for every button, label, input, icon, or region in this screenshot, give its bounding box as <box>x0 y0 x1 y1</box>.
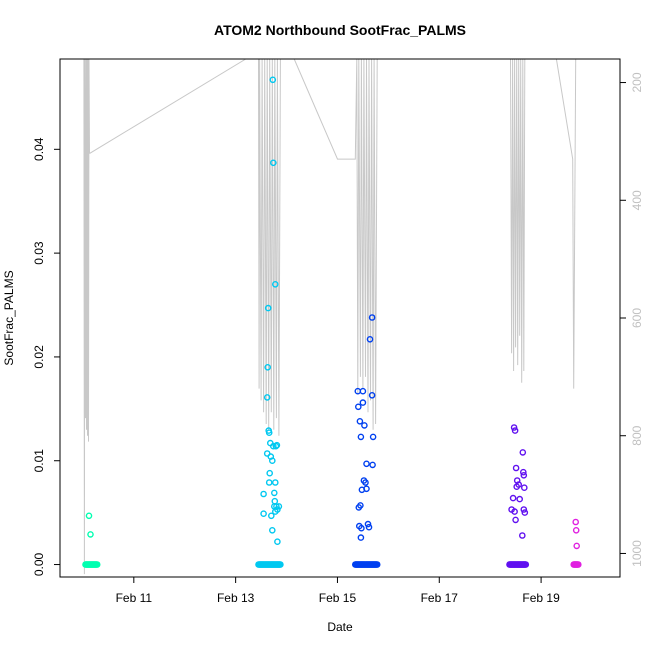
data-point <box>264 363 272 371</box>
data-point <box>270 489 278 497</box>
data-point <box>512 464 520 472</box>
data-point <box>361 422 368 429</box>
data-point <box>363 485 370 493</box>
data-point <box>573 542 581 550</box>
data-point <box>265 479 273 486</box>
altitude-trace <box>83 58 577 575</box>
data-point <box>272 442 280 450</box>
y-tick-label: 0.03 <box>32 241 46 265</box>
data-point <box>521 509 529 516</box>
y-axis: 0.00 0.01 0.02 0.03 0.04 <box>32 137 60 576</box>
data-point <box>271 280 279 288</box>
data-point <box>354 403 362 411</box>
data-point <box>572 527 580 534</box>
y-axis-label: SootFrac_PALMS <box>2 270 16 365</box>
zero-point <box>277 561 284 568</box>
data-point <box>369 433 377 441</box>
data-point <box>357 502 364 509</box>
data-point <box>520 471 528 479</box>
data-point <box>511 508 518 515</box>
zero-point <box>575 561 582 568</box>
data-points <box>82 76 582 568</box>
data-point <box>362 479 369 486</box>
data-point <box>267 512 275 520</box>
data-point <box>268 527 276 534</box>
y-tick-label: 0.04 <box>32 137 46 161</box>
data-point <box>359 387 367 395</box>
x-tick-label: Feb 19 <box>522 591 560 605</box>
data-point <box>509 494 517 502</box>
data-point <box>266 469 274 477</box>
data-point <box>368 314 376 321</box>
y-tick-label: 0.00 <box>32 552 46 576</box>
data-point <box>85 512 93 520</box>
data-point <box>519 532 526 539</box>
data-point <box>365 523 373 531</box>
data-point <box>516 495 524 503</box>
x-tick-label: Feb 13 <box>217 591 255 605</box>
data-point <box>273 441 281 449</box>
data-point <box>268 457 276 465</box>
plot-frame <box>59 58 621 578</box>
right-tick-label: 800 <box>630 425 644 445</box>
x-tick-label: Feb 17 <box>421 591 459 605</box>
y-tick-label: 0.02 <box>32 345 46 369</box>
zero-point <box>373 561 381 568</box>
data-point <box>510 424 518 431</box>
zero-point <box>93 561 101 568</box>
x-axis-label: Date <box>327 620 353 634</box>
data-point <box>512 516 519 524</box>
x-tick-label: Feb 15 <box>319 591 357 605</box>
data-point <box>275 503 283 510</box>
chart-title: ATOM2 Northbound SootFrac_PALMS <box>214 22 466 38</box>
data-point <box>521 484 528 492</box>
data-point <box>265 429 273 437</box>
data-point <box>260 510 267 518</box>
right-tick-label: 400 <box>630 190 644 210</box>
y-tick-label: 0.01 <box>32 449 46 473</box>
data-point <box>519 449 527 456</box>
data-point <box>366 335 374 343</box>
data-point <box>87 531 94 538</box>
data-point <box>273 503 280 510</box>
data-point <box>520 468 527 476</box>
data-point <box>269 159 277 167</box>
data-point <box>358 524 365 532</box>
data-point <box>274 538 281 546</box>
data-point <box>271 497 279 505</box>
data-point <box>264 304 272 312</box>
data-point <box>263 394 271 401</box>
data-point <box>511 427 519 434</box>
altitude-line <box>83 58 577 575</box>
right-tick-label: 1000 <box>630 540 644 567</box>
data-point <box>364 520 372 528</box>
data-point <box>369 461 376 469</box>
data-point <box>572 518 580 526</box>
data-point <box>271 479 279 486</box>
data-point <box>357 433 365 441</box>
data-point <box>359 399 367 406</box>
data-point <box>357 534 365 541</box>
data-point <box>269 76 277 84</box>
right-tick-label: 200 <box>630 72 644 92</box>
right-axis: 200 400 600 800 1000 <box>620 72 644 567</box>
x-axis: Feb 11 Feb 13 Feb 15 Feb 17 Feb 19 <box>116 577 560 605</box>
data-point <box>520 506 528 513</box>
right-tick-label: 600 <box>630 308 644 328</box>
data-point <box>356 417 364 425</box>
data-point <box>515 481 523 488</box>
data-point <box>260 490 267 498</box>
zero-point <box>522 561 530 568</box>
data-point <box>363 460 370 468</box>
x-tick-label: Feb 11 <box>116 591 153 605</box>
data-point <box>269 442 277 450</box>
data-point <box>368 391 376 399</box>
